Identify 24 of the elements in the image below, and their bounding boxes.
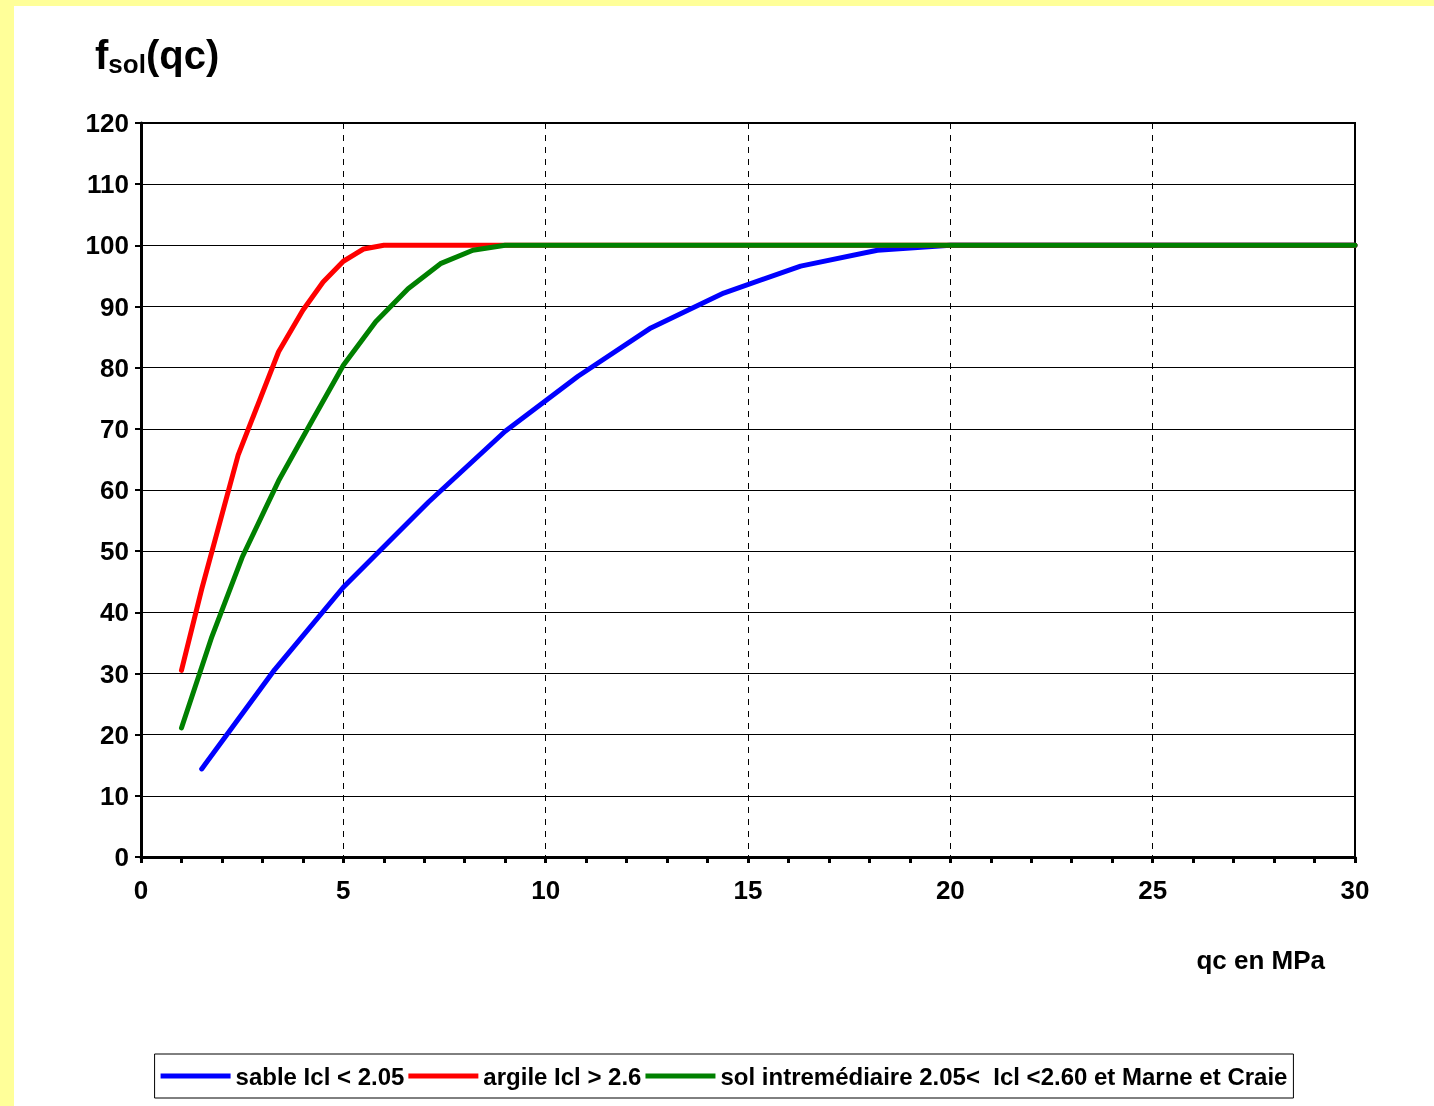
y-tick-label: 100 xyxy=(85,230,129,261)
y-tick-label: 70 xyxy=(100,413,129,444)
y-tick-label: 90 xyxy=(100,291,129,322)
legend-label: sable Icl < 2.05 xyxy=(235,1062,405,1090)
legend-label: argile Icl > 2.6 xyxy=(483,1062,642,1090)
x-tick-label: 30 xyxy=(1340,875,1370,905)
y-tick-label: 120 xyxy=(85,108,129,138)
x-tick-label: 15 xyxy=(733,875,763,905)
legend-label: sol intremédiaire 2.05< Icl <2.60 et Marne et Craie xyxy=(720,1062,1288,1090)
y-tick-label: 80 xyxy=(100,352,129,383)
x-tick-label: 25 xyxy=(1138,875,1168,905)
x-axis-title: qc en MPa xyxy=(1196,945,1326,975)
y-tick-label: 20 xyxy=(100,719,129,750)
x-tick-label: 0 xyxy=(133,875,149,905)
y-tick-label: 30 xyxy=(100,658,129,689)
y-tick-label: 110 xyxy=(87,169,129,200)
y-tick-label: 50 xyxy=(100,536,129,567)
y-tick-label: 60 xyxy=(100,475,129,505)
y-tick-label: 0 xyxy=(114,842,129,872)
y-tick-label: 40 xyxy=(100,597,129,628)
x-tick-label: 5 xyxy=(336,875,351,905)
x-tick-label: 10 xyxy=(531,875,561,905)
y-tick-label: 10 xyxy=(100,780,129,811)
x-tick-label: 20 xyxy=(935,875,965,905)
